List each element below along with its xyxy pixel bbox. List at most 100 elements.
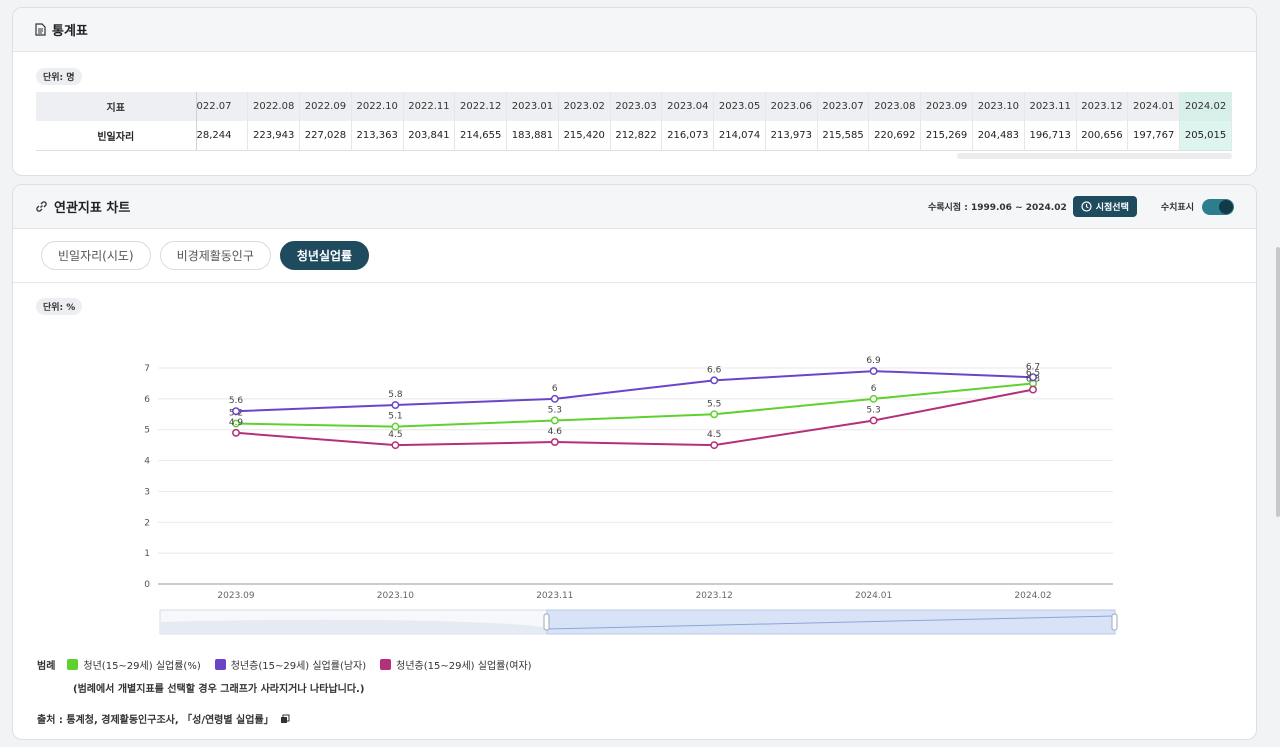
data-point xyxy=(710,376,719,385)
external-link-icon[interactable] xyxy=(280,714,290,724)
data-point xyxy=(1029,373,1037,382)
y-tick-label: 0 xyxy=(144,580,150,590)
table-cell: 213,973 xyxy=(765,121,818,151)
table-cell: 204,483 xyxy=(972,121,1025,151)
data-point xyxy=(391,401,400,409)
table-cell: 200,656 xyxy=(1076,121,1129,151)
data-label: 5.5 xyxy=(707,399,721,409)
table-cell: 215,420 xyxy=(558,121,611,151)
navigator-right-handle[interactable] xyxy=(1111,613,1118,631)
data-point xyxy=(710,441,719,450)
legend-title: 범례 xyxy=(37,661,56,672)
legend-item[interactable]: 청년층(15~29세) 실업률(남자) xyxy=(214,657,366,672)
data-label: 4.5 xyxy=(388,430,402,440)
table-horizontal-scrollbar[interactable] xyxy=(957,153,1232,159)
table-cell: 214,655 xyxy=(454,121,508,151)
stat-table: 지표 022.07 2022.08 2022.09 2022.10 2022.11 2022… xyxy=(36,92,1232,151)
data-point xyxy=(550,394,559,403)
x-tick-label: 2024.02 xyxy=(1014,591,1051,601)
related-chart-panel: 연관지표 차트 수록시점 : 1999.06 ~ 2024.02 시점선택 수치… xyxy=(12,184,1257,740)
legend-swatch xyxy=(214,659,226,670)
column-header: 2023.05 xyxy=(713,92,766,121)
page-vertical-scrollbar[interactable] xyxy=(1276,247,1280,517)
period-label: 수록시점 : 1999.06 ~ 2024.02 xyxy=(927,203,1067,213)
data-label: 6.9 xyxy=(866,356,881,366)
data-point xyxy=(391,422,400,431)
data-label: 6.3 xyxy=(1026,375,1040,385)
column-header: 022.07 xyxy=(196,92,249,121)
column-header: 2024.02 xyxy=(1179,92,1232,121)
x-tick-label: 2023.12 xyxy=(696,591,733,601)
data-point xyxy=(550,438,559,447)
column-header: 2023.11 xyxy=(1024,92,1077,121)
column-header: 2023.02 xyxy=(558,92,611,121)
stat-table-title: 통계표 xyxy=(52,24,88,39)
column-header: 2023.09 xyxy=(920,92,973,121)
period-select-label: 시점선택 xyxy=(1095,203,1129,213)
tab-economically-inactive[interactable]: 비경제활동인구 xyxy=(159,241,271,270)
line-chart: 0 1 2 3 4 5 6 7 2023.09 2023.10 2023.11 2023.12 2024… xyxy=(144,356,1118,635)
value-display-label: 수치표시 xyxy=(1160,203,1194,213)
data-point xyxy=(391,441,400,450)
navigator-overview xyxy=(160,619,548,634)
legend-item[interactable]: 청년(15~29세) 실업률(%) xyxy=(67,657,201,672)
column-header: 2023.12 xyxy=(1076,92,1129,121)
data-point xyxy=(869,416,878,425)
y-tick-label: 6 xyxy=(144,395,150,405)
table-cell: 227,028 xyxy=(299,121,352,151)
data-point xyxy=(550,416,559,425)
chart-legend: 범례 청년(15~29세) 실업률(%) 청년층(15~29세) 실업률(남자) 청… xyxy=(37,657,546,695)
source-text: 출처 : 통계청, 경제활동인구조사, 「성/연령별 실업률」 xyxy=(37,711,290,726)
stat-table-header: 통계표 xyxy=(13,8,1256,52)
tab-youth-unemployment[interactable]: 청년실업률 xyxy=(279,241,370,270)
tab-vacancy-region[interactable]: 빈일자리(시도) xyxy=(41,241,151,270)
chart-panel-title: 연관지표 차트 xyxy=(54,201,131,216)
link-icon xyxy=(36,201,47,212)
chart-unit-badge: 단위: % xyxy=(36,298,83,315)
column-header: 2023.07 xyxy=(817,92,870,121)
series-line xyxy=(235,388,1034,447)
data-label: 5.3 xyxy=(548,405,562,415)
data-point xyxy=(232,419,240,428)
legend-item[interactable]: 청년층(15~29세) 실업률(여자) xyxy=(380,657,532,672)
chart-controls: 수록시점 : 1999.06 ~ 2024.02 시점선택 수치표시 xyxy=(928,196,1234,217)
stat-table-panel: 통계표 단위: 명 지표 022.07 2022.08 2022.09 2022.10 2… xyxy=(12,7,1257,176)
table-cell: 215,585 xyxy=(817,121,870,151)
chart-tabs: 빈일자리(시도) 비경제활동인구 청년실업률 xyxy=(41,241,378,270)
y-tick-label: 3 xyxy=(144,487,150,497)
value-display-toggle[interactable] xyxy=(1202,198,1234,215)
series-line xyxy=(235,382,1034,428)
data-label: 6.7 xyxy=(1026,362,1040,372)
data-label: 4.6 xyxy=(548,427,563,437)
stat-table-wrap[interactable]: 지표 022.07 2022.08 2022.09 2022.10 2022.11 2022… xyxy=(36,92,1232,151)
table-cell: 183,881 xyxy=(506,121,559,151)
y-tick-label: 1 xyxy=(144,549,150,559)
data-label: 6.6 xyxy=(707,365,722,375)
data-point xyxy=(1029,385,1037,394)
data-point xyxy=(710,410,719,419)
table-cell: 196,713 xyxy=(1024,121,1077,151)
column-header: 2023.10 xyxy=(972,92,1025,121)
navigator-selection xyxy=(546,609,1116,635)
source-label: 출처 : 통계청, 경제활동인구조사, 「성/연령별 실업률」 xyxy=(37,715,274,726)
x-tick-label: 2023.11 xyxy=(536,591,573,601)
legend-label: 청년(15~29세) 실업률(%) xyxy=(83,661,201,672)
row-label: 빈일자리 xyxy=(36,121,197,151)
period-select-button[interactable]: 시점선택 xyxy=(1072,196,1137,217)
header-label: 지표 xyxy=(36,92,197,121)
table-cell: 203,841 xyxy=(403,121,456,151)
data-point xyxy=(869,367,878,376)
data-label: 5.1 xyxy=(388,412,402,422)
column-header: 2022.12 xyxy=(454,92,508,121)
column-header: 2023.04 xyxy=(661,92,715,121)
navigator-left-handle[interactable] xyxy=(543,613,550,631)
column-header: 2022.09 xyxy=(299,92,352,121)
legend-note: (범례에서 개별지표를 선택할 경우 그래프가 사라지거나 나타납니다.) xyxy=(73,684,365,695)
chart-panel-header: 연관지표 차트 xyxy=(13,185,1256,229)
column-header: 2023.06 xyxy=(765,92,818,121)
data-label: 4.9 xyxy=(229,418,244,428)
navigator-overview-line xyxy=(546,615,1116,630)
column-header: 2023.03 xyxy=(610,92,663,121)
table-cell: 213,363 xyxy=(351,121,404,151)
tabs-divider xyxy=(13,282,1256,283)
